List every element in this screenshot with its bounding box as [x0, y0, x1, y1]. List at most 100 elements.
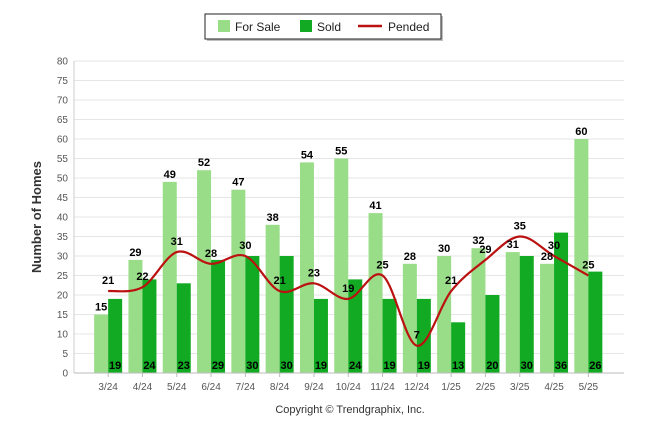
x-tick-label: 12/24 [404, 382, 429, 393]
pended-line [108, 235, 589, 347]
x-tick-label: 7/24 [236, 382, 256, 393]
sold-value-label: 24 [143, 360, 156, 372]
for-sale-bar [402, 263, 417, 373]
sold-bar [108, 298, 123, 373]
y-tick-label: 25 [57, 271, 69, 282]
for-sale-value-label: 54 [301, 149, 314, 161]
for-sale-value-label: 55 [335, 146, 347, 158]
pended-value-label: 35 [514, 221, 526, 233]
sold-value-label: 24 [349, 360, 362, 372]
for-sale-value-label: 32 [472, 235, 484, 247]
pended-value-label: 29 [479, 244, 491, 256]
pended-value-label: 19 [342, 283, 354, 295]
sold-value-label: 30 [246, 360, 258, 372]
y-tick-label: 30 [57, 252, 69, 263]
pended-value-label: 25 [376, 260, 388, 272]
for-sale-bar [231, 189, 246, 373]
sold-value-label: 19 [383, 360, 395, 372]
sold-value-label: 36 [555, 360, 567, 372]
sold-bar [348, 279, 363, 373]
y-tick-label: 35 [57, 232, 69, 243]
for-sale-bar [505, 252, 520, 373]
sold-bar [554, 232, 569, 373]
for-sale-value-label: 49 [164, 169, 176, 181]
pended-value-label: 30 [548, 240, 560, 252]
y-tick-label: 20 [57, 291, 69, 302]
sold-value-label: 23 [178, 360, 190, 372]
axes: 0 5 10 15 20 25 30 35 40 45 50 55 60 65 70 75 80 3/24 4/24… [57, 57, 624, 393]
sold-bar [519, 256, 534, 373]
x-tick-label: 6/24 [201, 382, 221, 393]
y-tick-label: 65 [57, 115, 69, 126]
pended-value-label: 21 [102, 275, 114, 287]
for-sale-value-label: 52 [198, 157, 210, 169]
for-sale-value-label: 30 [438, 243, 450, 255]
sold-value-label: 19 [109, 360, 121, 372]
for-sale-value-label: 38 [267, 212, 279, 224]
sold-bar [451, 322, 466, 373]
pended-value-label: 7 [414, 330, 420, 342]
legend-box [204, 13, 442, 40]
sold-bar [313, 298, 328, 373]
sold-value-label: 26 [589, 360, 601, 372]
pended-value-label: 23 [308, 267, 320, 279]
for-sale-bar [334, 158, 349, 373]
sold-value-label: 19 [315, 360, 327, 372]
y-axis-label: Number of Homes [29, 161, 44, 273]
x-tick-label: 3/24 [98, 382, 118, 393]
copyright-credit: Copyright © Trendgraphix, Inc. [275, 404, 424, 416]
x-tick-label: 10/24 [336, 382, 361, 393]
for-sale-bar [265, 224, 280, 373]
y-tick-label: 45 [57, 193, 69, 204]
sold-value-label: 13 [452, 360, 464, 372]
for-sale-value-label: 28 [541, 251, 553, 263]
pended-value-label: 22 [136, 271, 148, 283]
sold-bar [245, 256, 260, 373]
x-tick-label: 4/24 [133, 382, 153, 393]
pended-value-label: 21 [274, 275, 286, 287]
legend-label-sold: Sold [317, 20, 341, 34]
x-tick-label: 11/24 [370, 382, 395, 393]
y-tick-label: 50 [57, 174, 69, 185]
for-sale-value-label: 31 [507, 239, 519, 251]
sold-bar [382, 298, 397, 373]
sold-bar [279, 256, 294, 373]
for-sale-bar [540, 263, 555, 373]
legend-label-for-sale: For Sale [235, 20, 281, 34]
sold-value-label: 19 [418, 360, 430, 372]
y-tick-label: 40 [57, 213, 69, 224]
for-sale-value-label: 28 [404, 251, 416, 263]
pended-value-label: 21 [445, 275, 457, 287]
x-tick-label: 4/25 [544, 382, 564, 393]
legend-swatch-sold [300, 20, 312, 32]
x-tick-label: 9/24 [304, 382, 324, 393]
x-tick-label: 8/24 [270, 382, 290, 393]
for-sale-bar [471, 248, 486, 373]
sold-bar [211, 259, 226, 373]
sold-bar [176, 283, 191, 373]
for-sale-value-label: 41 [369, 200, 381, 212]
sold-value-label: 20 [486, 360, 498, 372]
for-sale-bar [368, 213, 383, 373]
y-tick-label: 5 [62, 349, 68, 360]
y-tick-label: 10 [57, 330, 69, 341]
y-tick-label: 15 [57, 310, 69, 321]
sold-bar [485, 295, 500, 373]
sold-value-label: 30 [521, 360, 533, 372]
x-tick-label: 5/25 [579, 382, 599, 393]
for-sale-bar [162, 181, 177, 373]
sold-value-label: 29 [212, 360, 224, 372]
sold-bar [142, 279, 157, 373]
sold-bar [588, 271, 603, 373]
y-tick-label: 60 [57, 135, 69, 146]
x-tick-label: 5/24 [167, 382, 187, 393]
for-sale-bar [197, 170, 212, 373]
pended-value-label: 31 [171, 236, 183, 248]
bars [94, 139, 603, 373]
x-tick-label: 2/25 [476, 382, 496, 393]
for-sale-bar [437, 256, 452, 373]
y-tick-label: 55 [57, 154, 69, 165]
pended-value-label: 30 [239, 240, 251, 252]
